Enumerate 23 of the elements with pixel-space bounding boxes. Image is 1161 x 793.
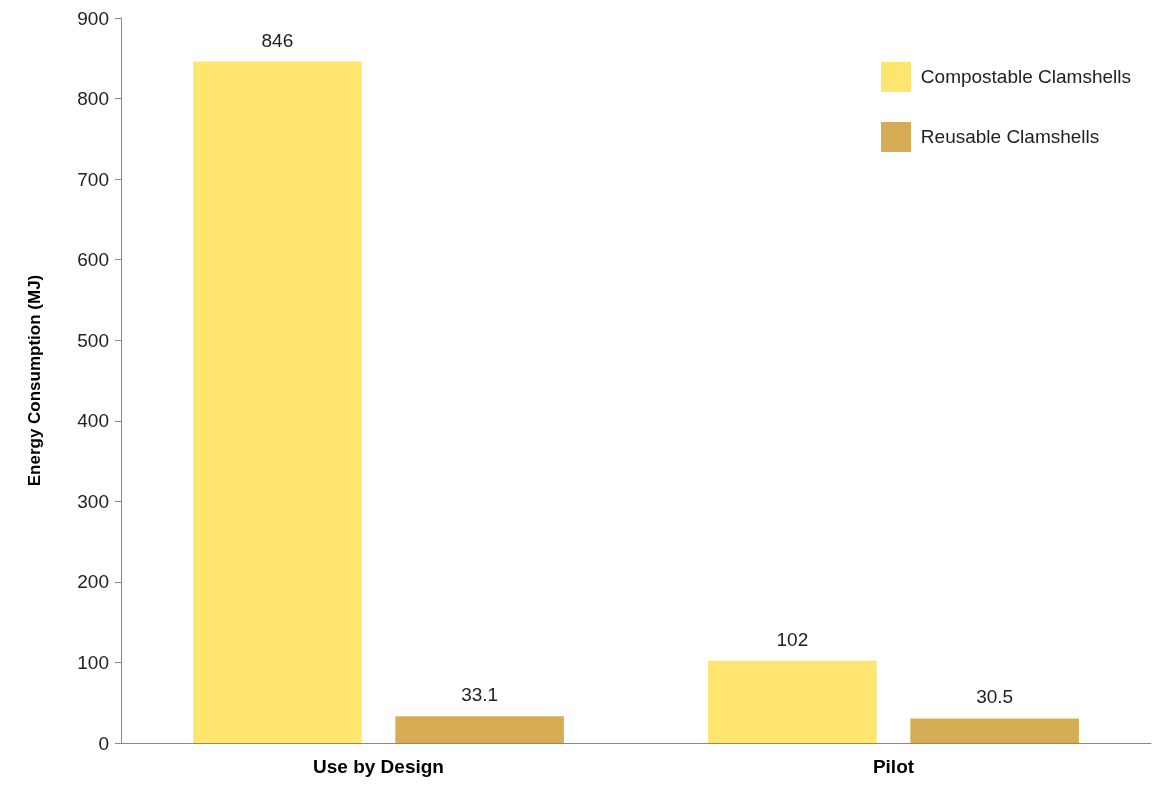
x-tick-label: Use by Design (313, 756, 444, 777)
bar (395, 716, 564, 743)
y-tick-label: 300 (77, 490, 109, 512)
data-label: 30.5 (976, 686, 1014, 708)
bar (708, 660, 877, 743)
data-label: 846 (261, 29, 294, 51)
y-tick-label: 400 (77, 410, 109, 432)
y-tick-label: 200 (77, 571, 109, 593)
y-tick-label: 600 (77, 249, 109, 271)
x-tick-label: Pilot (872, 756, 915, 777)
bar (193, 61, 362, 743)
y-tick-label: 500 (77, 329, 109, 351)
bar (910, 718, 1079, 743)
y-tick-label: 100 (77, 651, 109, 673)
y-tick-label: 700 (77, 168, 109, 190)
data-label: 102 (776, 628, 809, 650)
data-label: 33.1 (461, 684, 499, 706)
y-tick-label: 900 (77, 7, 109, 29)
legend-label: Compostable Clamshells (920, 66, 1131, 88)
y-tick-label: 800 (77, 88, 109, 110)
y-tick-label: 0 (98, 732, 109, 754)
legend-label: Reusable Clamshells (920, 126, 1100, 148)
y-axis-title: Energy Consumption (MJ) (25, 274, 44, 487)
